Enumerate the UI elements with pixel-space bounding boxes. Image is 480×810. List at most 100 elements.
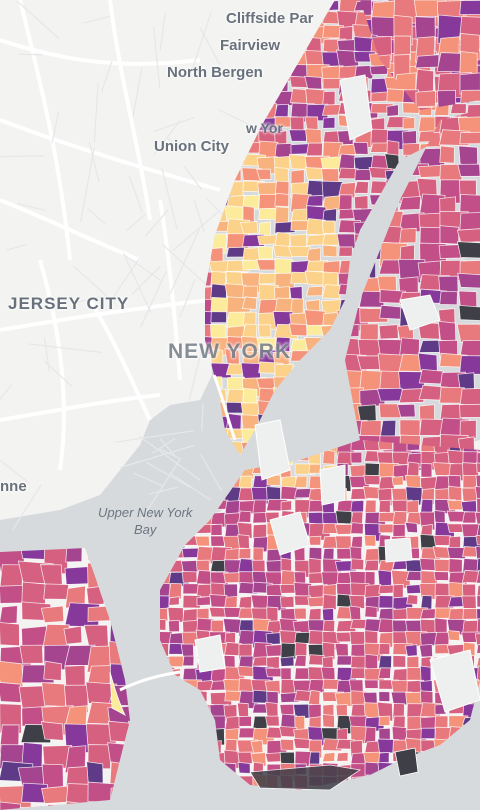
census-tract	[433, 510, 446, 524]
park-layer	[194, 74, 480, 713]
park-area	[194, 634, 226, 673]
street	[152, 26, 161, 88]
census-tract	[322, 594, 337, 611]
census-tract	[194, 535, 211, 547]
census-tract	[290, 220, 310, 231]
census-tract	[274, 192, 290, 208]
census-tract	[265, 632, 281, 646]
census-tract	[378, 691, 391, 702]
street	[144, 209, 169, 237]
street	[12, 484, 42, 531]
census-tract	[273, 156, 291, 172]
census-tract	[462, 511, 477, 524]
census-tract	[402, 116, 416, 130]
street	[17, 53, 43, 56]
census-tract	[293, 571, 307, 585]
census-tract	[167, 606, 184, 623]
census-tract	[238, 510, 252, 523]
census-tract	[322, 713, 335, 728]
street	[122, 253, 161, 281]
street	[16, 202, 46, 212]
census-tract	[293, 607, 307, 620]
park-area	[269, 511, 311, 556]
census-tract	[40, 605, 65, 624]
census-tract	[237, 534, 250, 549]
census-tract	[439, 225, 460, 245]
census-tract	[279, 595, 295, 608]
census-tract	[288, 154, 307, 170]
census-tract	[364, 583, 382, 599]
census-tract	[378, 324, 399, 340]
census-tract	[458, 304, 480, 322]
census-tract	[252, 511, 267, 524]
street	[86, 207, 106, 225]
street	[169, 472, 211, 501]
census-tract	[350, 499, 365, 513]
census-tract	[63, 625, 83, 645]
census-tract	[434, 631, 450, 646]
census-tract	[363, 559, 380, 572]
census-tract	[0, 605, 18, 625]
census-tract	[420, 462, 433, 478]
street	[0, 384, 12, 401]
street	[72, 295, 101, 304]
street	[80, 147, 95, 223]
census-tract	[399, 227, 417, 244]
census-tract	[304, 75, 323, 90]
highway	[0, 393, 161, 422]
census-tract	[21, 581, 46, 606]
street	[72, 265, 116, 305]
census-tract	[364, 462, 381, 477]
census-tract	[19, 805, 44, 810]
census-tract	[476, 643, 480, 654]
highway	[18, 0, 72, 261]
census-tract	[420, 524, 433, 537]
census-tract	[456, 241, 480, 259]
census-tract	[461, 595, 477, 609]
census-tract	[264, 715, 280, 727]
census-tract	[237, 761, 251, 774]
street	[153, 120, 181, 156]
street	[0, 459, 30, 484]
street	[199, 27, 221, 65]
verrazzano-bridge	[119, 670, 181, 692]
census-tract	[195, 559, 210, 572]
census-tract	[294, 642, 308, 658]
census-tract	[322, 244, 338, 258]
census-tract	[160, 618, 167, 631]
water-label-line-1: Upper New York	[98, 505, 193, 520]
census-tract	[457, 272, 480, 289]
street	[145, 461, 191, 488]
road-network	[0, 0, 272, 531]
census-tract	[279, 703, 295, 716]
census-tract	[210, 523, 223, 536]
census-tract	[415, 54, 440, 69]
census-tract	[476, 665, 480, 687]
census-tract	[376, 387, 404, 402]
census-tract	[418, 643, 433, 658]
census-tract	[224, 548, 240, 561]
park-area	[339, 74, 373, 141]
census-tract	[321, 607, 335, 622]
census-tract	[439, 145, 455, 164]
census-tract	[257, 324, 272, 338]
census-tract	[322, 116, 336, 129]
place-label-cliffside-park: Cliffside Par	[226, 10, 314, 27]
census-tract	[404, 644, 418, 657]
census-tract	[419, 680, 433, 693]
census-tract	[273, 103, 289, 119]
shoreline-road	[212, 374, 237, 441]
highway	[0, 198, 141, 262]
census-tract	[462, 474, 477, 489]
highway	[108, 0, 152, 221]
highway	[88, 298, 152, 421]
census-tract	[378, 523, 394, 534]
census-tract	[109, 671, 126, 716]
census-tract	[336, 233, 356, 249]
census-tract	[65, 548, 83, 563]
census-tract	[226, 246, 246, 258]
census-tract	[459, 0, 480, 16]
highway	[0, 38, 201, 66]
